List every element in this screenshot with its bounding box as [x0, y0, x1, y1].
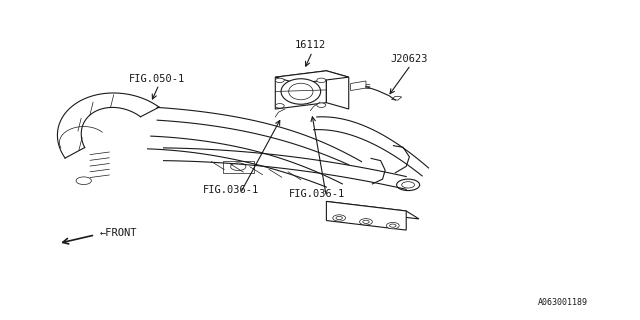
Text: FIG.036-1: FIG.036-1: [289, 189, 345, 199]
Polygon shape: [326, 71, 349, 109]
Text: J20623: J20623: [390, 54, 428, 64]
Circle shape: [275, 78, 284, 83]
Ellipse shape: [281, 79, 321, 104]
Text: A063001189: A063001189: [538, 298, 588, 307]
Circle shape: [275, 104, 284, 108]
Polygon shape: [326, 201, 406, 230]
Text: FIG.050-1: FIG.050-1: [129, 74, 185, 84]
Polygon shape: [392, 96, 402, 100]
Circle shape: [360, 219, 372, 225]
FancyBboxPatch shape: [223, 161, 253, 173]
Circle shape: [317, 78, 326, 83]
Circle shape: [387, 222, 399, 229]
Text: ←FRONT: ←FRONT: [100, 228, 137, 238]
Text: FIG.036-1: FIG.036-1: [202, 185, 259, 195]
Circle shape: [230, 163, 246, 171]
Circle shape: [363, 220, 369, 223]
Circle shape: [76, 177, 92, 185]
Polygon shape: [275, 71, 326, 109]
Ellipse shape: [289, 83, 313, 100]
Circle shape: [397, 179, 420, 191]
Polygon shape: [351, 81, 366, 91]
Circle shape: [336, 216, 342, 220]
Circle shape: [333, 215, 346, 221]
Polygon shape: [275, 71, 349, 84]
Circle shape: [317, 103, 326, 108]
Circle shape: [402, 182, 415, 188]
Polygon shape: [326, 201, 419, 219]
Circle shape: [390, 224, 396, 227]
Text: 16112: 16112: [295, 40, 326, 50]
